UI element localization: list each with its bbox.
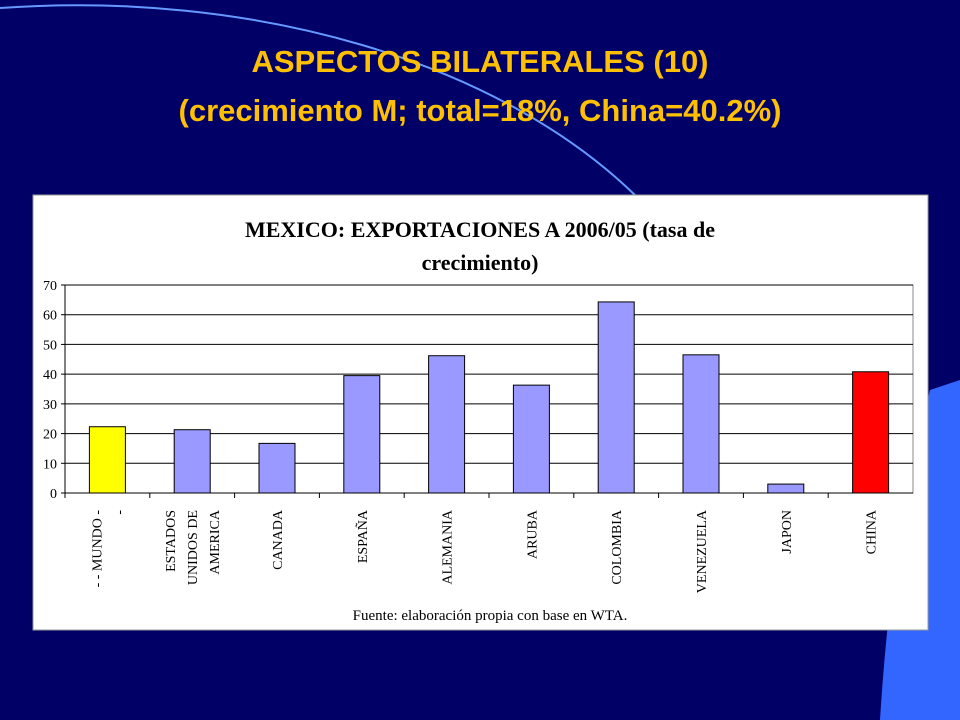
- source-note: Fuente: elaboración propia con base en W…: [353, 608, 628, 624]
- x-tick-label: ESPAÑA: [355, 509, 371, 563]
- x-tick-label: JAPON: [780, 510, 795, 554]
- x-tick-label: ARUBA: [525, 509, 540, 559]
- bar: [767, 483, 805, 494]
- x-tick-label: CHINA: [865, 509, 880, 554]
- bar: [682, 354, 720, 494]
- y-tick-label: 10: [43, 457, 57, 472]
- x-tick-label: VENEZUELA: [695, 509, 710, 593]
- slide-title: ASPECTOS BILATERALES (10): [251, 44, 708, 79]
- bar: [88, 426, 126, 494]
- bar: [258, 442, 296, 494]
- y-tick-label: 40: [43, 368, 57, 383]
- x-tick-label: -: [112, 510, 127, 515]
- y-tick-label: 70: [43, 279, 57, 294]
- x-tick-label: ESTADOS: [164, 510, 179, 572]
- chart-title: MEXICO: EXPORTACIONES A 2006/05 (tasa de: [245, 217, 715, 242]
- decor-line: [0, 4, 641, 201]
- y-tick-label: 60: [43, 309, 57, 324]
- bar: [343, 375, 381, 494]
- bar: [597, 301, 635, 494]
- x-tick-label: CANADA: [271, 509, 286, 570]
- bar: [428, 355, 466, 494]
- y-tick-label: 30: [43, 398, 57, 413]
- y-tick-label: 0: [50, 487, 57, 502]
- bar: [512, 384, 550, 494]
- y-tick-label: 50: [43, 338, 57, 353]
- slide-subtitle: (crecimiento M; total=18%, China=40.2%): [179, 93, 782, 128]
- x-tick-label: COLOMBIA: [610, 509, 625, 585]
- bar: [852, 371, 890, 494]
- plot: 0 10 20 30 40 50 60 70 - - MUNDO - - ESTADOS UNIDOS…: [43, 279, 914, 593]
- x-tick-label: ALEMANIA: [441, 509, 456, 585]
- x-tick-label: UNIDOS DE: [186, 510, 201, 585]
- chart-title: crecimiento): [422, 250, 539, 275]
- x-tick-label: AMERICA: [208, 509, 223, 574]
- bar: [173, 429, 211, 494]
- x-tick-label: - - MUNDO -: [90, 510, 105, 588]
- chart-area: [32, 194, 929, 631]
- y-tick-label: 20: [43, 428, 57, 443]
